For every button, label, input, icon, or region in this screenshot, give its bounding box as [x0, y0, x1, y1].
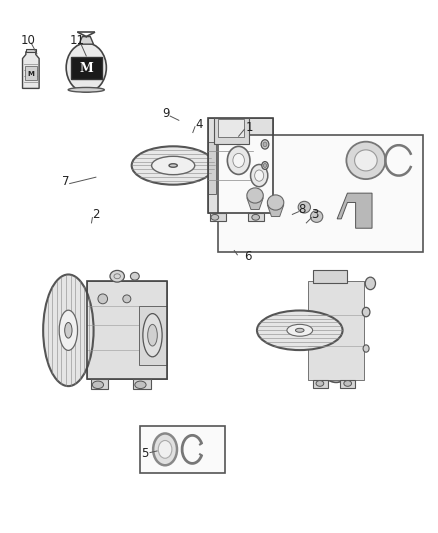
Bar [87, 281, 167, 379]
Ellipse shape [257, 311, 343, 350]
Ellipse shape [59, 310, 78, 350]
Bar [210, 214, 226, 221]
Ellipse shape [132, 146, 215, 185]
Text: M: M [28, 71, 34, 77]
Ellipse shape [296, 328, 304, 332]
Ellipse shape [227, 147, 250, 174]
Text: 11: 11 [70, 34, 85, 46]
Ellipse shape [261, 140, 269, 149]
Text: 2: 2 [92, 208, 99, 221]
Bar [214, 117, 249, 144]
Ellipse shape [211, 214, 219, 220]
Ellipse shape [267, 195, 284, 210]
Bar [208, 117, 273, 214]
Bar [313, 380, 328, 387]
Bar [91, 379, 108, 389]
Polygon shape [79, 37, 93, 44]
Ellipse shape [131, 272, 139, 280]
Bar [139, 306, 167, 365]
Polygon shape [22, 52, 39, 88]
Text: 6: 6 [244, 251, 251, 263]
Polygon shape [87, 281, 167, 379]
Polygon shape [308, 281, 364, 380]
Polygon shape [247, 198, 263, 209]
Ellipse shape [363, 345, 369, 352]
Ellipse shape [362, 308, 370, 317]
Ellipse shape [298, 201, 311, 213]
Ellipse shape [43, 274, 94, 386]
Ellipse shape [311, 211, 323, 222]
Ellipse shape [169, 164, 177, 167]
Ellipse shape [310, 278, 363, 382]
Text: 9: 9 [162, 107, 170, 120]
Ellipse shape [251, 165, 268, 187]
Ellipse shape [263, 142, 267, 147]
Bar [208, 141, 216, 195]
Ellipse shape [65, 322, 72, 338]
Ellipse shape [153, 433, 177, 465]
Text: M: M [79, 62, 93, 75]
Ellipse shape [110, 270, 124, 282]
Ellipse shape [92, 381, 103, 389]
Ellipse shape [263, 164, 267, 167]
Ellipse shape [344, 381, 352, 386]
Ellipse shape [143, 313, 162, 357]
Text: 8: 8 [298, 203, 306, 215]
Bar [218, 135, 424, 252]
Ellipse shape [68, 87, 104, 92]
Ellipse shape [254, 170, 264, 181]
Ellipse shape [123, 295, 131, 303]
Ellipse shape [158, 440, 172, 458]
Text: 7: 7 [62, 175, 69, 188]
Bar [248, 214, 265, 221]
Ellipse shape [98, 294, 108, 304]
Ellipse shape [346, 142, 385, 179]
Ellipse shape [316, 381, 324, 386]
Ellipse shape [233, 154, 244, 167]
Text: 4: 4 [196, 118, 203, 131]
Ellipse shape [247, 188, 263, 203]
Ellipse shape [66, 43, 106, 92]
Bar [133, 379, 151, 389]
Text: 5: 5 [141, 447, 148, 460]
Ellipse shape [287, 325, 313, 336]
Text: 10: 10 [20, 34, 35, 46]
Bar [71, 57, 102, 79]
Ellipse shape [148, 325, 157, 346]
Bar [140, 426, 225, 473]
Bar [340, 380, 355, 387]
Bar [25, 67, 37, 80]
Ellipse shape [355, 150, 377, 171]
Polygon shape [267, 205, 284, 216]
Text: 3: 3 [311, 208, 319, 221]
Ellipse shape [135, 381, 146, 389]
Ellipse shape [152, 156, 195, 175]
Polygon shape [208, 117, 273, 214]
Bar [313, 270, 347, 284]
Ellipse shape [365, 277, 375, 289]
Ellipse shape [252, 214, 260, 220]
Ellipse shape [262, 161, 268, 169]
Bar [218, 119, 244, 136]
Polygon shape [337, 193, 372, 228]
Bar [26, 49, 36, 52]
Text: 1: 1 [246, 120, 253, 134]
